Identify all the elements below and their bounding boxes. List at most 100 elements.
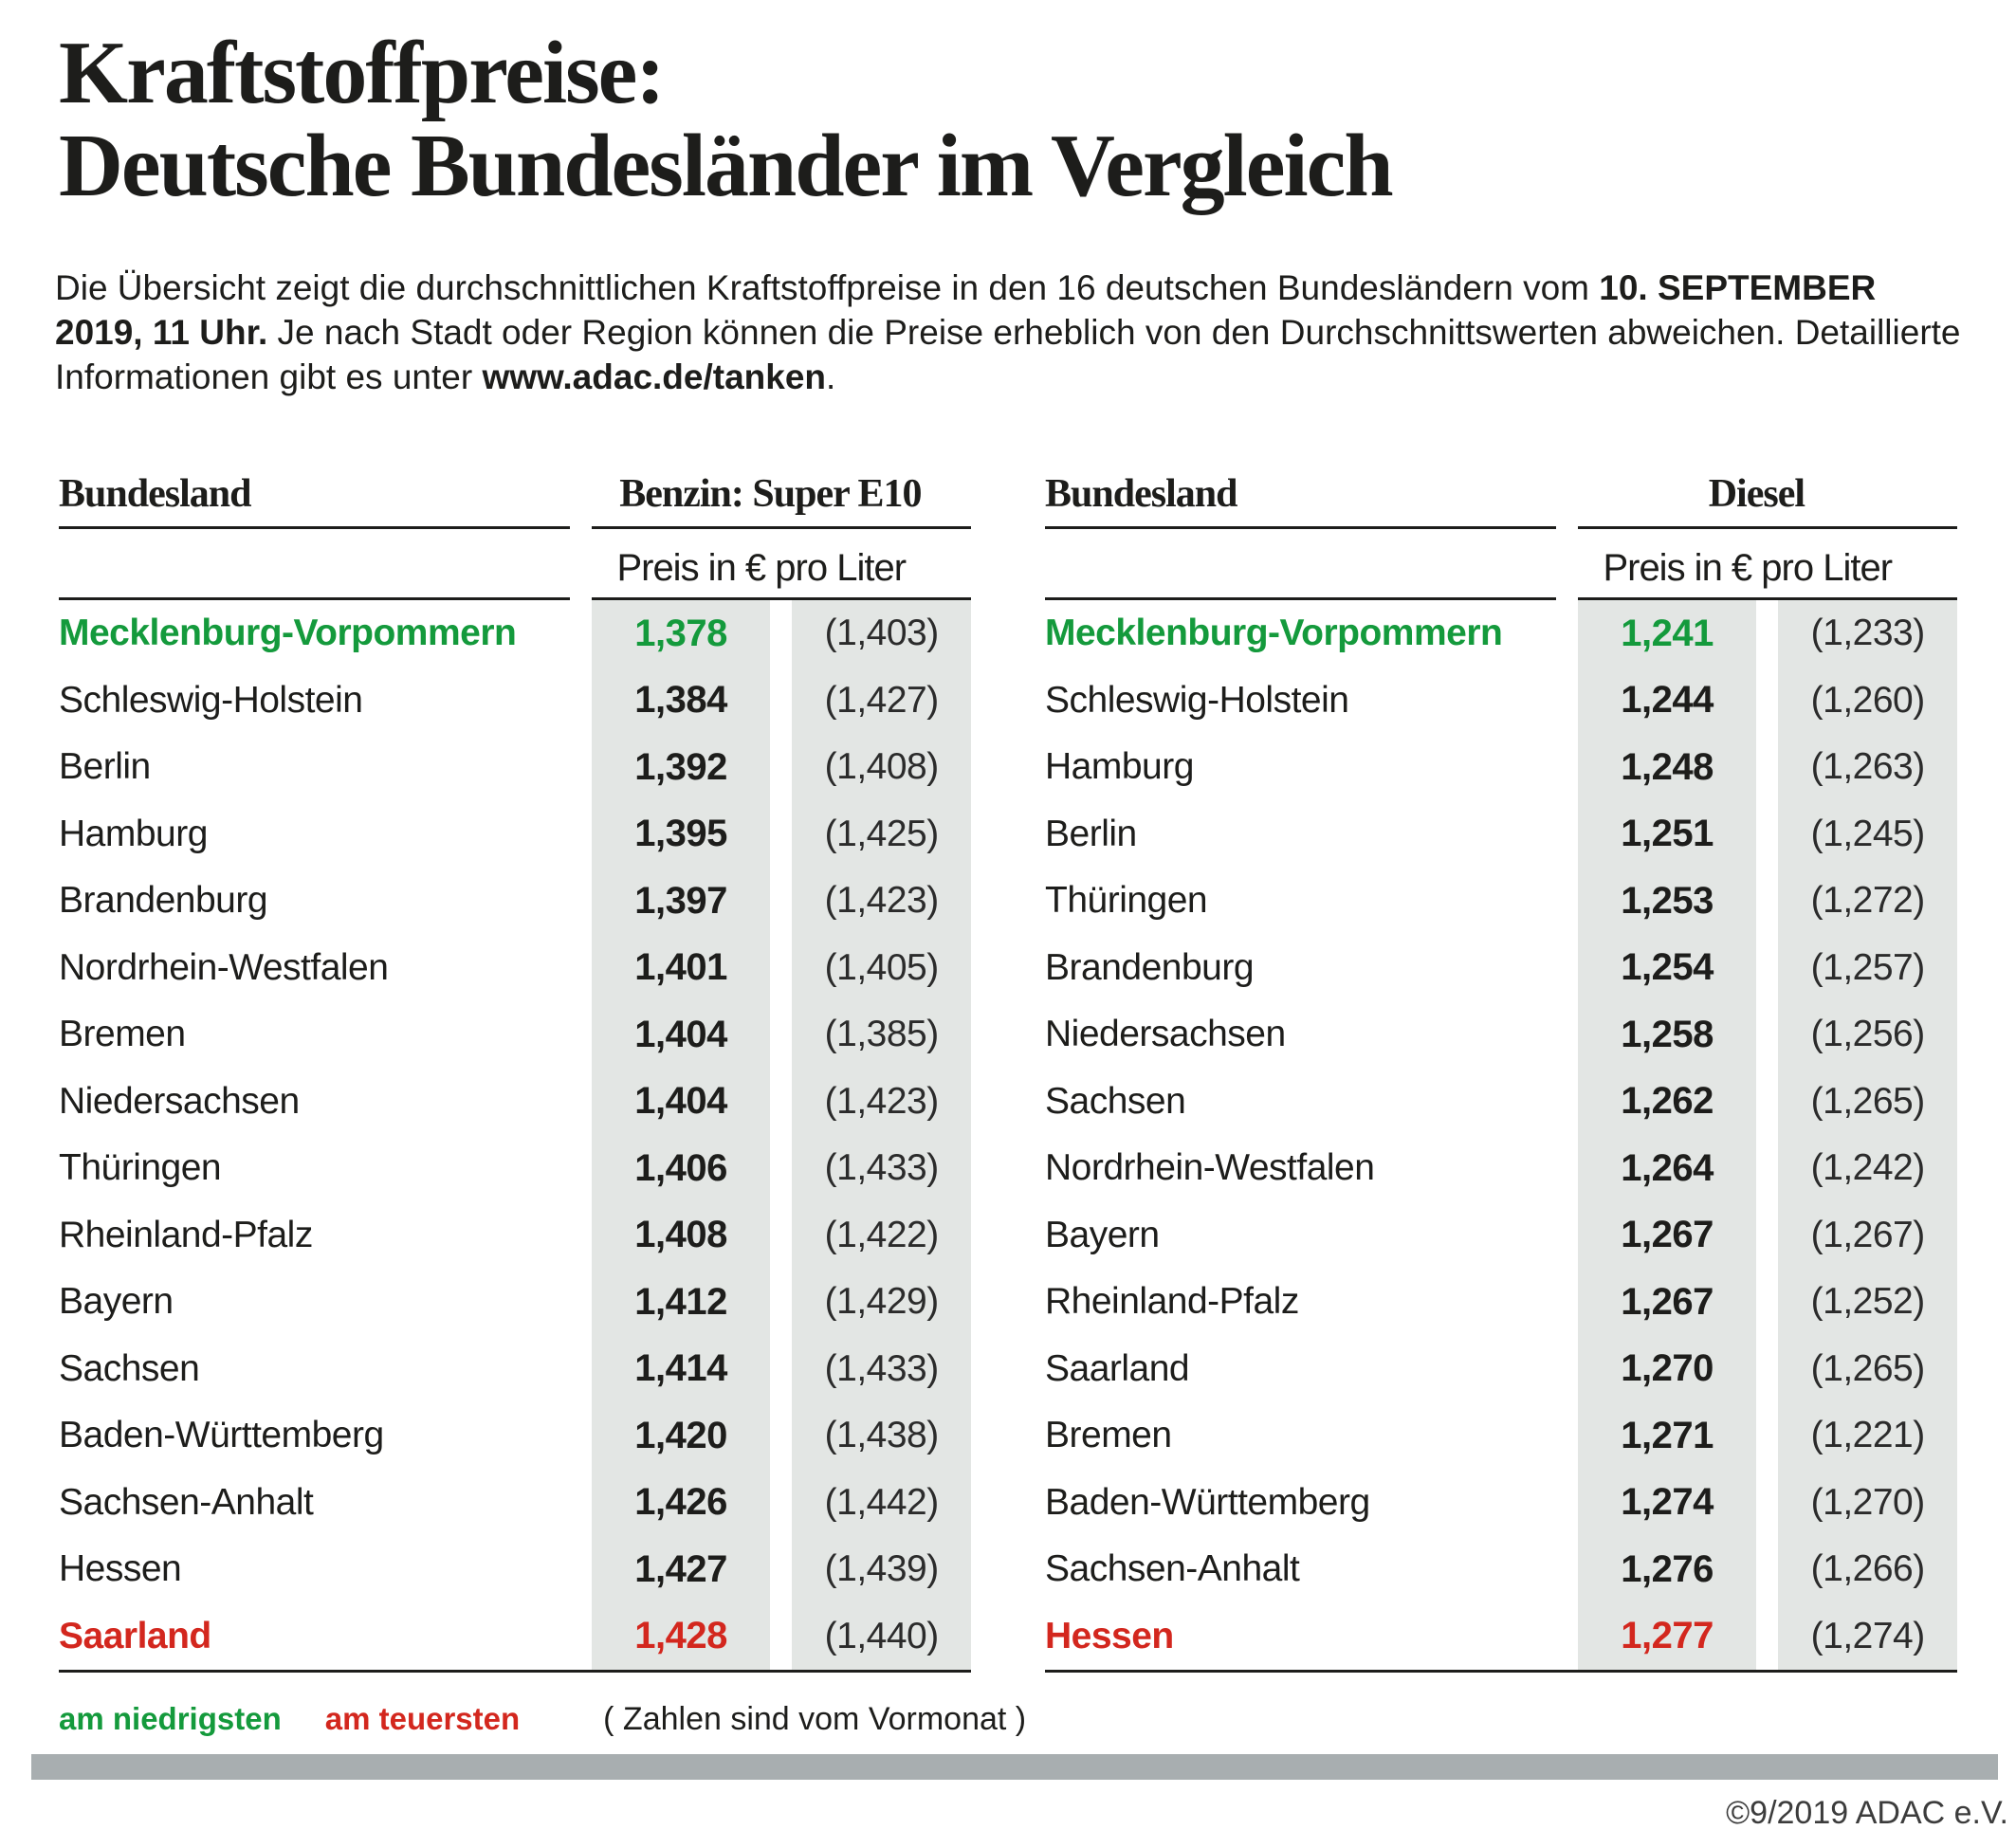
previous-price: (1,429) [792, 1269, 971, 1336]
state-name: Thüringen [1045, 880, 1208, 922]
previous-price: (1,439) [792, 1536, 971, 1603]
column-gap [1556, 1135, 1578, 1202]
page-title-line2: Deutsche Bundesländer im Vergleich [59, 117, 1394, 215]
price-unit-row: Preis in € pro Liter [59, 529, 971, 597]
table-row: Nordrhein-Westfalen 1,264 (1,242) [1045, 1135, 1957, 1202]
current-price: 1,264 [1577, 1135, 1757, 1202]
previous-price: (1,233) [1778, 600, 1957, 668]
column-gap [770, 1402, 792, 1470]
price-unit-label: Preis in € pro Liter [616, 547, 907, 589]
previous-price: (1,260) [1778, 667, 1957, 734]
column-gap [770, 1536, 792, 1603]
previous-price: (1,256) [1778, 1001, 1957, 1069]
state-name: Sachsen-Anhalt [1045, 1548, 1300, 1590]
current-price: 1,270 [1577, 1335, 1757, 1402]
fuel-table-benzin: Bundesland Benzin: Super E10 Preis in € … [59, 433, 971, 1673]
previous-price: (1,442) [792, 1469, 971, 1536]
legend: am niedrigsten am teuersten ( Zahlen sin… [59, 1701, 1957, 1738]
state-name: Bayern [59, 1281, 174, 1323]
column-gap [570, 668, 592, 735]
previous-price: (1,423) [792, 1068, 971, 1135]
previous-price: (1,433) [792, 1135, 971, 1202]
table-row: Hamburg 1,248 (1,263) [1045, 734, 1957, 801]
column-gap [1756, 1135, 1778, 1202]
column-gap [770, 668, 792, 735]
table-row: Rheinland-Pfalz 1,267 (1,252) [1045, 1269, 1957, 1336]
column-gap [1556, 1202, 1578, 1270]
column-gap [770, 600, 792, 668]
table-row: Thüringen 1,406 (1,433) [59, 1135, 971, 1202]
table-header-row: Bundesland Benzin: Super E10 [59, 433, 971, 526]
current-price: 1,276 [1577, 1536, 1757, 1603]
column-gap [770, 1135, 792, 1202]
column-gap [770, 1001, 792, 1069]
current-price: 1,428 [591, 1602, 771, 1670]
legend-lowest: am niedrigsten [59, 1701, 282, 1736]
state-name: Baden-Württemberg [59, 1415, 384, 1456]
column-gap [1556, 1603, 1578, 1671]
fuel-table-diesel: Bundesland Diesel Preis in € pro Liter M… [1045, 433, 1957, 1673]
previous-price: (1,425) [792, 800, 971, 868]
previous-price: (1,266) [1778, 1536, 1957, 1603]
state-name: Mecklenburg-Vorpommern [1045, 613, 1503, 654]
state-name: Berlin [1045, 813, 1137, 854]
current-price: 1,253 [1577, 868, 1757, 935]
table-row: Mecklenburg-Vorpommern 1,378 (1,403) [59, 600, 971, 668]
previous-price: (1,422) [792, 1201, 971, 1269]
current-price: 1,427 [591, 1536, 771, 1603]
table-row: Sachsen-Anhalt 1,276 (1,266) [1045, 1536, 1957, 1603]
column-gap [570, 1001, 592, 1069]
column-gap [570, 801, 592, 869]
subheader-rule [59, 597, 971, 600]
current-price: 1,420 [591, 1402, 771, 1470]
state-name: Sachsen [1045, 1080, 1186, 1122]
intro-text: Die Übersicht zeigt die durchschnittlich… [55, 265, 1961, 399]
column-gap [1756, 1402, 1778, 1470]
current-price: 1,244 [1577, 667, 1757, 734]
column-header-fuel: Benzin: Super E10 [619, 472, 922, 516]
table-row: Niedersachsen 1,258 (1,256) [1045, 1001, 1957, 1069]
table-row: Saarland 1,428 (1,440) [59, 1602, 971, 1671]
column-gap [770, 1202, 792, 1270]
column-gap [570, 1536, 592, 1603]
state-name: Hamburg [1045, 746, 1194, 788]
column-gap [1756, 1001, 1778, 1069]
previous-price: (1,438) [792, 1402, 971, 1470]
previous-price: (1,245) [1778, 800, 1957, 868]
current-price: 1,406 [591, 1135, 771, 1202]
table-row: Baden-Württemberg 1,274 (1,270) [1045, 1469, 1957, 1537]
table-row: Baden-Württemberg 1,420 (1,438) [59, 1402, 971, 1470]
column-gap [570, 1603, 592, 1671]
state-name: Saarland [1045, 1347, 1190, 1389]
table-row: Saarland 1,270 (1,265) [1045, 1335, 1957, 1402]
previous-price: (1,272) [1778, 868, 1957, 935]
column-gap [1556, 600, 1578, 668]
table-row: Thüringen 1,253 (1,272) [1045, 868, 1957, 935]
current-price: 1,274 [1577, 1469, 1757, 1536]
current-price: 1,395 [591, 800, 771, 868]
table-row: Berlin 1,392 (1,408) [59, 734, 971, 801]
intro-part2: Je nach Stadt oder Region können die Pre… [55, 313, 1961, 396]
column-gap [1556, 1470, 1578, 1537]
current-price: 1,397 [591, 868, 771, 935]
current-price: 1,241 [1577, 600, 1757, 668]
column-gap [1556, 734, 1578, 801]
state-name: Mecklenburg-Vorpommern [59, 613, 517, 654]
state-name: Bayern [1045, 1214, 1160, 1255]
state-name: Bremen [1045, 1415, 1172, 1456]
current-price: 1,378 [591, 600, 771, 668]
state-name: Schleswig-Holstein [1045, 679, 1349, 721]
previous-price: (1,423) [792, 868, 971, 935]
column-gap [1756, 868, 1778, 935]
previous-price: (1,440) [792, 1602, 971, 1670]
table-row: Hamburg 1,395 (1,425) [59, 800, 971, 869]
current-price: 1,254 [1577, 934, 1757, 1001]
column-gap [1556, 1001, 1578, 1069]
table-row: Niedersachsen 1,404 (1,423) [59, 1068, 971, 1135]
previous-price: (1,385) [792, 1001, 971, 1069]
state-name: Hamburg [59, 813, 208, 854]
state-name: Rheinland-Pfalz [1045, 1281, 1299, 1323]
intro-part3: . [826, 357, 836, 396]
column-gap [570, 935, 592, 1002]
